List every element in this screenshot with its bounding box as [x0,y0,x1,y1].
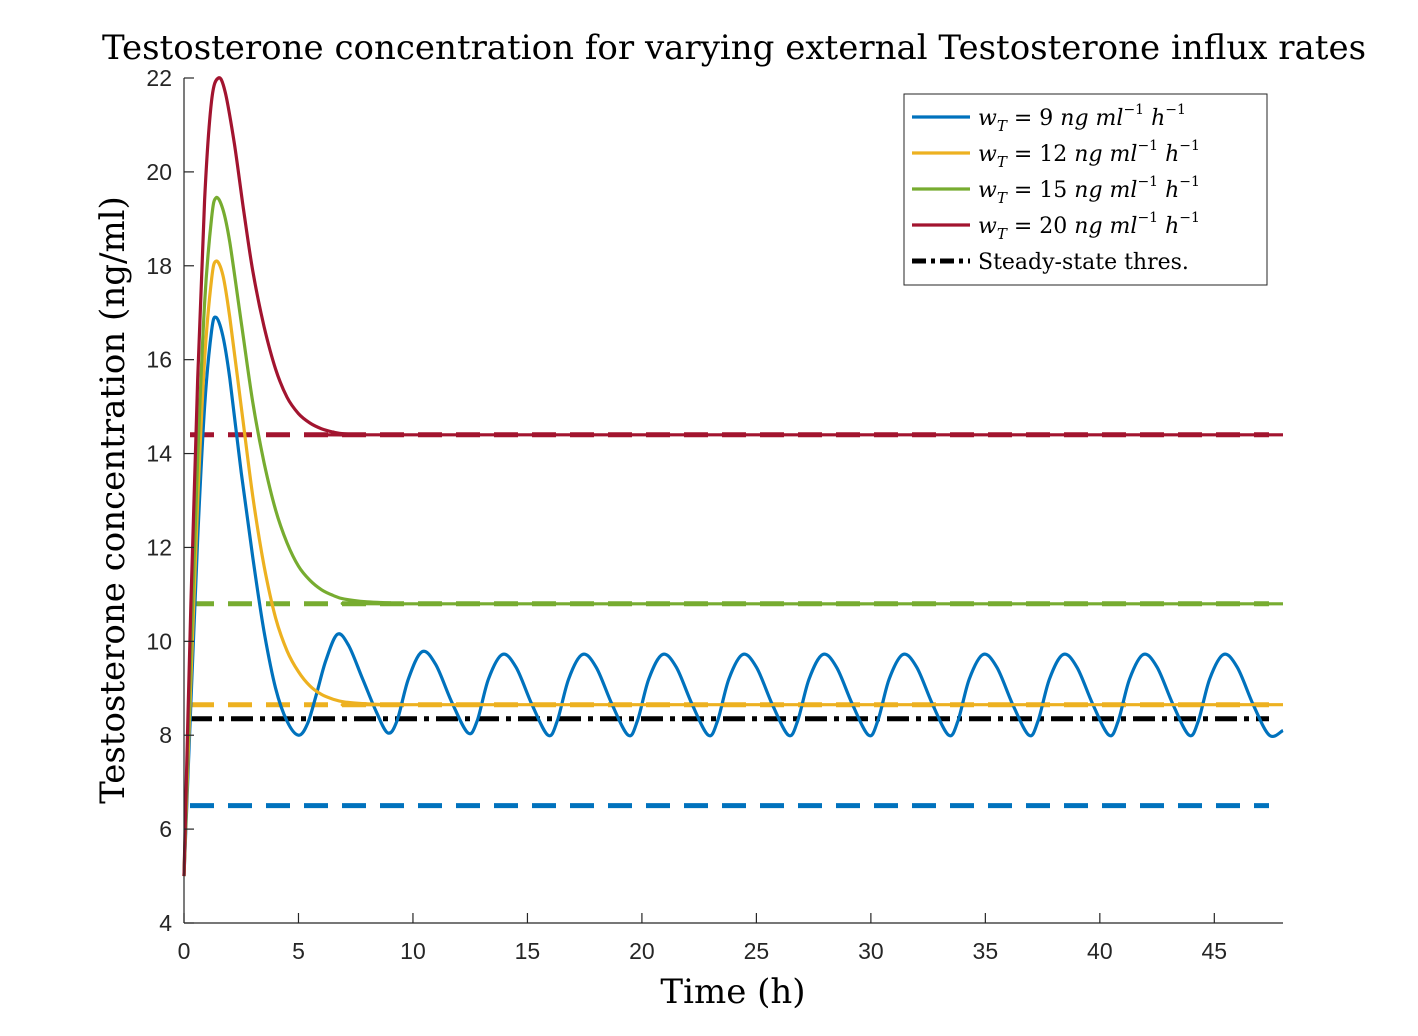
y-tick-label: 10 [146,628,172,654]
y-tick-label: 12 [146,534,172,560]
y-tick-label: 18 [146,253,172,279]
legend-label: wT = 9 ng ml−1 h−1 [978,102,1186,135]
x-tick-label: 30 [858,938,884,964]
legend-label: wT = 15 ng ml−1 h−1 [978,174,1200,207]
legend-label: wT = 20 ng ml−1 h−1 [978,210,1200,243]
y-tick-label: 4 [159,910,172,936]
x-tick-label: 25 [744,938,770,964]
x-tick-label: 15 [515,938,541,964]
y-tick-label: 20 [146,159,172,185]
series-line-4 [182,76,1283,877]
chart-title: Testosterone concentration for varying e… [102,28,1366,68]
x-tick-label: 35 [973,938,999,964]
x-tick-label: 10 [400,938,426,964]
x-tick-label: 45 [1202,938,1228,964]
x-tick-label: 0 [178,938,191,964]
y-tick-label: 8 [159,722,172,748]
legend: wT = 9 ng ml−1 h−1wT = 12 ng ml−1 h−1wT … [903,93,1268,286]
series-lines [182,76,1284,877]
x-tick-label: 20 [629,938,655,964]
y-tick-label: 14 [146,441,172,467]
x-tick-label: 5 [292,938,305,964]
y-ticks: 4 6 8 10 12 14 16 18 20 22 [146,65,194,936]
y-tick-label: 6 [159,816,172,842]
legend-label-threshold: Steady-state thres. [978,250,1189,275]
x-axis-label: Time (h) [660,972,805,1012]
legend-label: wT = 12 ng ml−1 h−1 [978,138,1200,171]
legend-entries: wT = 9 ng ml−1 h−1wT = 12 ng ml−1 h−1wT … [912,102,1200,275]
y-axis-label: Testosterone concentration (ng/ml) [93,196,133,804]
series-line-1 [182,315,1284,877]
y-tick-label: 22 [146,65,172,91]
y-tick-label: 16 [146,347,172,373]
series-line-3 [182,195,1284,877]
x-tick-label: 40 [1087,938,1113,964]
series-line-2 [182,259,1283,877]
x-ticks: 0 5 10 15 20 25 30 35 40 45 [178,913,1228,964]
